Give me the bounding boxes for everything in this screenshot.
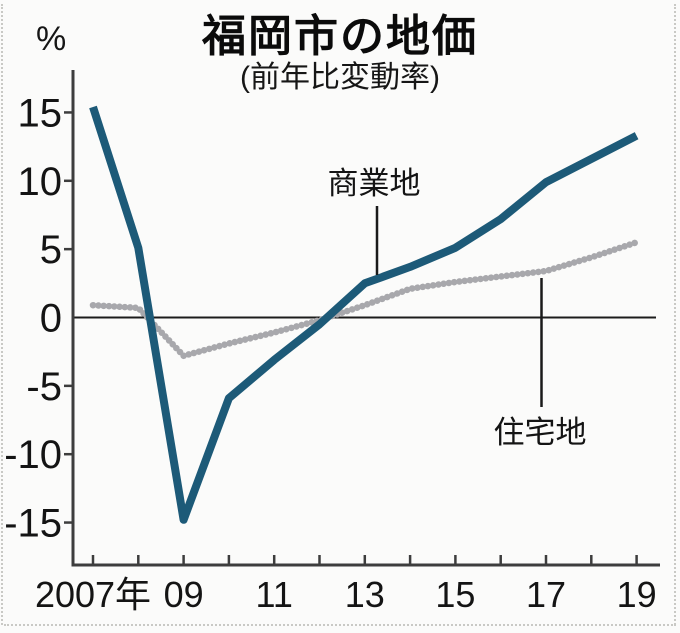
x-tick-label: 19 [617,574,657,615]
chart-subtitle: (前年比変動率) [240,61,440,94]
y-tick-label: 5 [40,228,62,272]
y-tick-label: -15 [4,502,62,546]
series-line-commercial [89,105,639,524]
y-tick-label: -10 [4,433,62,477]
y-tick-label: -5 [26,365,62,409]
page-edge-bottom [4,624,676,626]
x-tick-label: 15 [435,574,475,615]
x-tick-label: 13 [345,574,385,615]
chart-title: 福岡市の地価 [202,12,478,61]
y-tick-label: 15 [18,91,63,135]
page-edge-right [674,4,676,625]
series-line-residential [89,239,640,360]
x-tick-label: 11 [256,574,293,615]
y-axis-unit-label: % [36,20,67,58]
y-tick-label: 10 [18,160,63,204]
series-label-residential: 住宅地 [494,415,587,450]
x-tick-label: 09 [164,574,204,615]
x-tick-label: 17 [526,574,566,615]
series-label-commercial: 商業地 [328,166,421,201]
x-tick-label: 2007年 [35,574,151,615]
y-tick-label: 0 [40,297,62,341]
page-edge-left [1,4,3,625]
